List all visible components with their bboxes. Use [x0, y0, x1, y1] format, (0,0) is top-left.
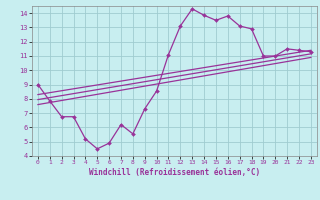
X-axis label: Windchill (Refroidissement éolien,°C): Windchill (Refroidissement éolien,°C)	[89, 168, 260, 177]
